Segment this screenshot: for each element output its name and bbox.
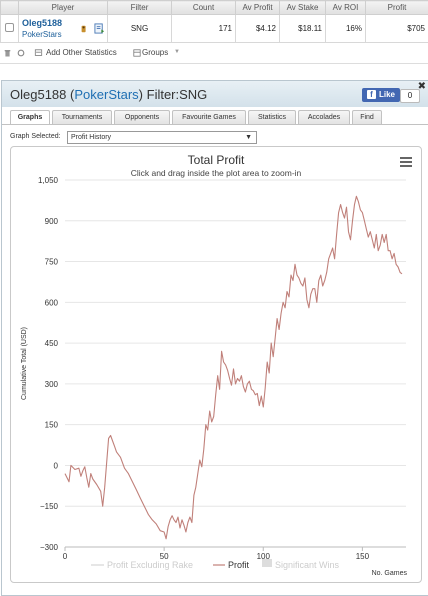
facebook-like-button[interactable]: f Like bbox=[361, 88, 400, 102]
player-name-link[interactable]: Oleg5188 bbox=[22, 18, 63, 28]
profit-cell: $705 bbox=[365, 14, 428, 43]
stats-toolbar: Add Other Statistics Groups ▼ bbox=[0, 44, 428, 62]
graph-select-value: Profit History bbox=[71, 134, 112, 141]
tab-favourite-games[interactable]: Favourite Games bbox=[172, 110, 246, 125]
refresh-icon[interactable] bbox=[17, 49, 25, 57]
close-icon[interactable]: ✖ bbox=[417, 81, 426, 92]
player-site-link[interactable]: PokerStars bbox=[22, 30, 62, 39]
facebook-like-label: Like bbox=[378, 90, 395, 99]
facebook-icon: f bbox=[366, 90, 376, 99]
tab-tournaments[interactable]: Tournaments bbox=[52, 110, 112, 125]
legend-significant-wins-swatch bbox=[262, 559, 272, 567]
panel-site-paren-open: ( bbox=[70, 87, 75, 102]
legend-significant-wins-label[interactable]: Significant Wins bbox=[275, 560, 340, 570]
x-tick-label: 50 bbox=[160, 552, 169, 561]
chart-menu-bar bbox=[400, 157, 412, 159]
tab-find[interactable]: Find bbox=[352, 110, 382, 125]
chart-title: Total Profit bbox=[188, 153, 245, 167]
count-cell: 171 bbox=[171, 14, 236, 43]
graph-select-dropdown[interactable]: Profit History ▼ bbox=[67, 131, 257, 144]
y-tick-label: 750 bbox=[45, 258, 59, 267]
header-av-profit[interactable]: Av Profit bbox=[235, 0, 280, 15]
player-badge-icon[interactable] bbox=[80, 24, 88, 34]
graph-selector-row: Graph Selected: Profit History ▼ bbox=[10, 131, 257, 144]
filter-cell: SNG bbox=[107, 14, 172, 43]
divider bbox=[0, 63, 428, 64]
tab-statistics[interactable]: Statistics bbox=[248, 110, 296, 125]
chevron-down-icon[interactable]: ▼ bbox=[174, 49, 180, 55]
y-tick-label: 450 bbox=[45, 339, 59, 348]
add-to-compare-icon[interactable] bbox=[94, 23, 105, 34]
add-other-statistics-link[interactable]: Add Other Statistics bbox=[46, 48, 117, 57]
x-tick-label: 150 bbox=[356, 552, 370, 561]
stats-header-row: Player Filter Count Av Profit Av Stake A… bbox=[0, 0, 428, 15]
panel-player-name: Oleg5188 bbox=[10, 87, 67, 102]
panel-header: Oleg5188 (PokerStars) Filter:SNG f Like 0… bbox=[2, 81, 428, 107]
y-tick-label: 600 bbox=[45, 298, 59, 307]
header-player[interactable]: Player bbox=[18, 0, 108, 15]
groups-dropdown[interactable]: Groups bbox=[142, 48, 169, 57]
av-stake-cell: $18.11 bbox=[279, 14, 326, 43]
chart-subtitle: Click and drag inside the plot area to z… bbox=[131, 168, 302, 178]
header-av-stake[interactable]: Av Stake bbox=[279, 0, 326, 15]
groups-icon bbox=[133, 49, 141, 57]
chart-menu-bar bbox=[400, 165, 412, 167]
graph-selected-label: Graph Selected: bbox=[10, 133, 61, 140]
table-row: Oleg5188 PokerStars SNG 171 $4.12 $18.11… bbox=[0, 14, 428, 43]
x-axis-label: No. Games bbox=[372, 570, 408, 577]
legend-excl-rake-label[interactable]: Profit Excluding Rake bbox=[107, 560, 193, 570]
y-tick-label: 900 bbox=[45, 217, 59, 226]
y-tick-label: 300 bbox=[45, 380, 59, 389]
y-tick-label: −150 bbox=[40, 502, 59, 511]
tab-opponents[interactable]: Opponents bbox=[114, 110, 170, 125]
row-checkbox[interactable] bbox=[5, 23, 14, 32]
x-tick-label: 100 bbox=[257, 552, 271, 561]
player-panel: Oleg5188 (PokerStars) Filter:SNG f Like 0… bbox=[1, 80, 428, 596]
series-profit-line bbox=[64, 195, 403, 540]
chart-container[interactable]: Total Profit Click and drag inside the pl… bbox=[10, 146, 422, 583]
y-tick-label: −300 bbox=[40, 543, 59, 552]
x-tick-label: 0 bbox=[63, 552, 68, 561]
header-profit[interactable]: Profit bbox=[365, 0, 428, 15]
y-tick-label: 1,050 bbox=[38, 176, 59, 185]
add-stats-icon bbox=[34, 49, 43, 56]
chart-menu-bar bbox=[400, 161, 412, 163]
y-tick-label: 0 bbox=[54, 461, 59, 470]
av-profit-cell: $4.12 bbox=[235, 14, 280, 43]
y-axis-label: Cumulative Total (USD) bbox=[21, 327, 28, 400]
header-select bbox=[0, 0, 19, 15]
facebook-like-count: 0 bbox=[400, 89, 420, 103]
header-count[interactable]: Count bbox=[171, 0, 236, 15]
panel-title: Oleg5188 (PokerStars) Filter:SNG bbox=[10, 87, 207, 102]
row-select-cell bbox=[0, 14, 19, 43]
tab-accolades[interactable]: Accolades bbox=[298, 110, 350, 125]
y-tick-label: 150 bbox=[45, 421, 59, 430]
panel-filter: Filter:SNG bbox=[146, 87, 208, 102]
stats-table: Player Filter Count Av Profit Av Stake A… bbox=[0, 0, 428, 43]
header-av-roi[interactable]: Av ROI bbox=[325, 0, 366, 15]
delete-icon[interactable] bbox=[4, 49, 11, 57]
tabs-baseline bbox=[2, 124, 428, 125]
player-cell: Oleg5188 PokerStars bbox=[18, 14, 108, 43]
panel-site-paren-close: ) bbox=[138, 87, 147, 102]
panel-site-link[interactable]: PokerStars bbox=[74, 87, 139, 102]
chevron-down-icon: ▼ bbox=[245, 134, 252, 141]
chart-menu-icon[interactable] bbox=[400, 157, 412, 167]
player-icons bbox=[80, 20, 105, 38]
legend-profit-label[interactable]: Profit bbox=[228, 560, 250, 570]
tab-graphs[interactable]: Graphs bbox=[10, 110, 50, 125]
av-roi-cell: 16% bbox=[325, 14, 366, 43]
header-filter[interactable]: Filter bbox=[107, 0, 172, 15]
